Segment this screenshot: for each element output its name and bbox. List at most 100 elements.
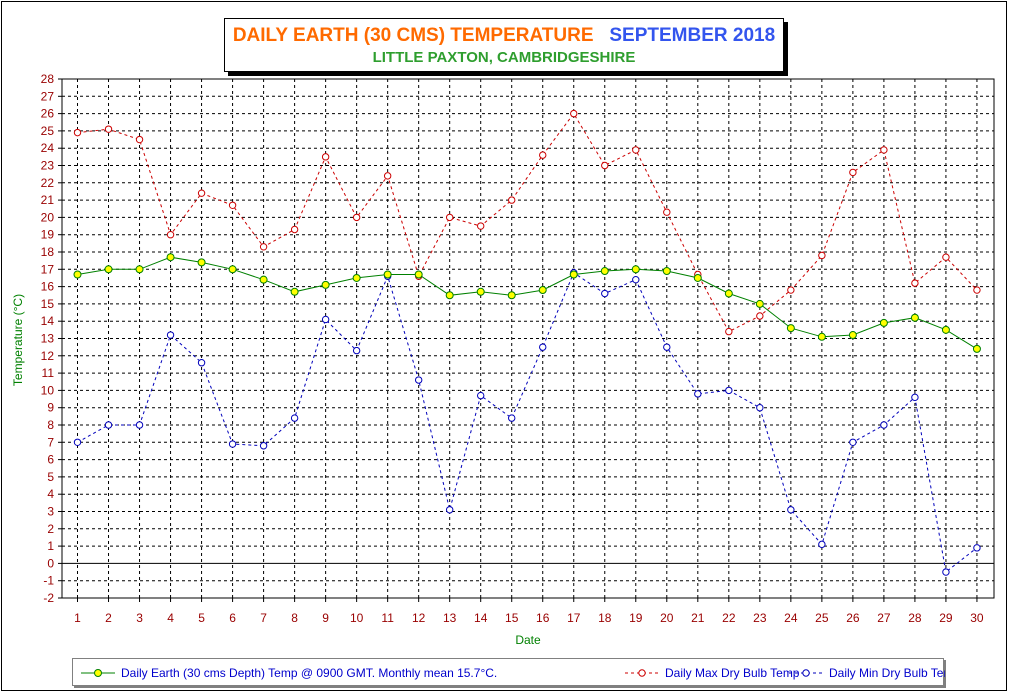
x-tick-label: 24 [784, 611, 798, 625]
x-tick-label: 4 [167, 611, 174, 625]
series-min [73, 269, 981, 576]
series-max-point [539, 151, 547, 159]
series-earth-point [290, 287, 299, 296]
legend: Daily Earth (30 cms Depth) Temp @ 0900 G… [72, 658, 960, 686]
series-max-point [104, 125, 113, 133]
series-earth-point [910, 313, 919, 322]
x-tick-label: 5 [198, 611, 205, 625]
series-max-point [352, 213, 361, 222]
series [73, 109, 981, 576]
legend-label-earth: Daily Earth (30 cms Depth) Temp @ 0900 G… [121, 666, 497, 680]
chart-title-month: SEPTEMBER 2018 [609, 25, 776, 46]
x-tick-label: 13 [443, 611, 457, 625]
y-tick-label: 22 [41, 176, 55, 190]
series-max-point [197, 189, 206, 197]
series-earth-point [197, 258, 206, 267]
x-tick-label: 19 [629, 611, 643, 625]
y-tick-label: 1 [47, 539, 54, 553]
chart-title-box: DAILY EARTH (30 CMS) TEMPERATURE SEPTEMB… [224, 18, 784, 72]
series-max-point [228, 201, 237, 209]
y-tick-label: 0 [47, 556, 54, 570]
x-tick-label: 1 [74, 611, 81, 625]
series-earth-point [755, 299, 764, 308]
series-earth-point [972, 344, 981, 353]
series-max-point [787, 286, 795, 294]
x-tick-label: 9 [322, 611, 329, 625]
y-tick-label: 18 [41, 245, 55, 259]
axes: -2-1012345678910111213141516171819202122… [41, 72, 995, 625]
x-tick-label: 10 [350, 611, 364, 625]
series-earth-point [228, 265, 237, 274]
series-min-point [228, 440, 237, 448]
x-axis-title: Date [515, 633, 541, 647]
y-tick-label: 6 [47, 453, 54, 467]
y-tick-label: -1 [43, 574, 54, 588]
series-min-point [601, 289, 609, 298]
series-earth-point [166, 253, 175, 262]
series-earth-point [941, 325, 950, 334]
series-min-point [818, 540, 826, 549]
series-min-point [880, 421, 888, 429]
series-earth-point [352, 273, 361, 282]
series-min-point [445, 506, 454, 514]
y-tick-label: 5 [47, 470, 54, 484]
series-min-point [911, 393, 919, 402]
series-max-point [570, 109, 578, 118]
series-earth-point [600, 267, 609, 276]
series-max-line [77, 112, 978, 333]
x-tick-label: 22 [722, 611, 736, 625]
series-min-point [694, 390, 702, 398]
x-tick-label: 8 [291, 611, 298, 625]
x-tick-label: 11 [381, 611, 394, 625]
y-tick-label: 25 [41, 124, 55, 138]
y-tick-label: 3 [47, 505, 54, 519]
x-tick-label: 27 [877, 611, 891, 625]
series-earth-point [848, 331, 857, 340]
series-max-point [601, 161, 609, 170]
series-min-point [259, 442, 268, 450]
legend-label-max: Daily Max Dry Bulb Temp [665, 666, 800, 680]
x-tick-label: 23 [753, 611, 767, 625]
y-tick-label: -2 [43, 591, 54, 605]
x-tick-label: 28 [908, 611, 922, 625]
series-min-point [539, 343, 547, 351]
series-max-point [477, 222, 485, 230]
x-tick-label: 29 [939, 611, 953, 625]
series-min-point [290, 414, 299, 422]
y-tick-label: 11 [42, 366, 55, 380]
series-earth-point [817, 332, 826, 341]
series-earth-point [383, 270, 392, 279]
series-earth-point [879, 318, 888, 327]
series-max-point [911, 279, 919, 287]
series-earth-point [135, 265, 144, 274]
x-tick-label: 17 [567, 611, 581, 625]
x-tick-label: 20 [660, 611, 674, 625]
x-tick-label: 18 [598, 611, 612, 625]
series-max-point [290, 225, 299, 234]
x-tick-label: 25 [815, 611, 829, 625]
y-tick-label: 26 [41, 107, 55, 121]
series-earth-point [507, 291, 516, 300]
series-min-point [197, 359, 206, 367]
y-tick-label: 7 [47, 435, 54, 449]
series-earth-point [321, 280, 330, 289]
series-min-point [663, 343, 671, 351]
series-earth-point [538, 286, 547, 295]
series-min-point [973, 544, 981, 552]
y-tick-label: 21 [41, 193, 55, 207]
series-earth-point [786, 324, 795, 333]
series-min-point [632, 275, 640, 284]
series-max-point [73, 128, 82, 137]
series-min-line [77, 272, 978, 573]
x-tick-label: 30 [970, 611, 984, 625]
y-tick-label: 15 [41, 297, 55, 311]
y-tick-label: 17 [41, 262, 55, 276]
x-tick-label: 6 [229, 611, 236, 625]
series-max [73, 109, 981, 336]
y-tick-label: 19 [41, 228, 55, 242]
series-max-point [880, 146, 888, 154]
series-min-point [166, 331, 175, 339]
series-max-point [166, 231, 175, 239]
